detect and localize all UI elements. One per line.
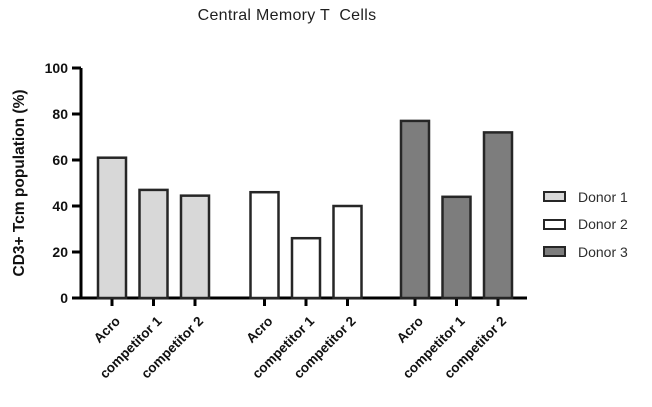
- y-tick-label: 80: [52, 106, 68, 122]
- legend-item-donor-2: Donor 2: [543, 211, 628, 239]
- legend-label-donor-2: Donor 2: [578, 216, 628, 233]
- x-tick-label-acro: Acro: [394, 314, 426, 346]
- bar-donor-3-competitor-2: [482, 131, 514, 300]
- legend-label-donor-3: Donor 3: [578, 243, 628, 260]
- chart-title: Central Memory T Cells: [197, 7, 377, 24]
- legend-swatch-donor-3: [543, 246, 566, 258]
- legend-swatch-donor-2: [543, 218, 566, 230]
- legend-item-donor-3: Donor 3: [543, 238, 628, 266]
- y-tick-label: 60: [52, 152, 68, 168]
- bar-donor-1-competitor-2: [179, 194, 211, 300]
- y-tick-label: 100: [45, 60, 69, 76]
- bar-donor-3-competitor-1: [441, 195, 472, 300]
- bar-donor-1-acro: [96, 156, 128, 300]
- legend: Donor 1 Donor 2 Donor 3: [543, 183, 628, 266]
- bar-donor-1-competitor-1: [138, 188, 169, 300]
- y-tick-label: 40: [52, 198, 68, 214]
- legend-item-donor-1: Donor 1: [543, 183, 628, 211]
- bar-donor-3-acro: [399, 119, 431, 300]
- bar-donor-2-acro: [249, 190, 280, 300]
- legend-swatch-donor-1: [543, 191, 566, 203]
- bar-donor-2-competitor-2: [332, 204, 363, 300]
- y-tick-label: 0: [60, 290, 68, 306]
- legend-label-donor-1: Donor 1: [578, 188, 628, 205]
- x-tick-label-acro: Acro: [243, 314, 275, 346]
- y-axis-label: CD3+ Tcm population (%): [11, 89, 28, 276]
- y-tick-label: 20: [52, 244, 68, 260]
- x-tick-label-acro: Acro: [91, 314, 123, 346]
- bar-donor-2-competitor-1: [290, 236, 322, 300]
